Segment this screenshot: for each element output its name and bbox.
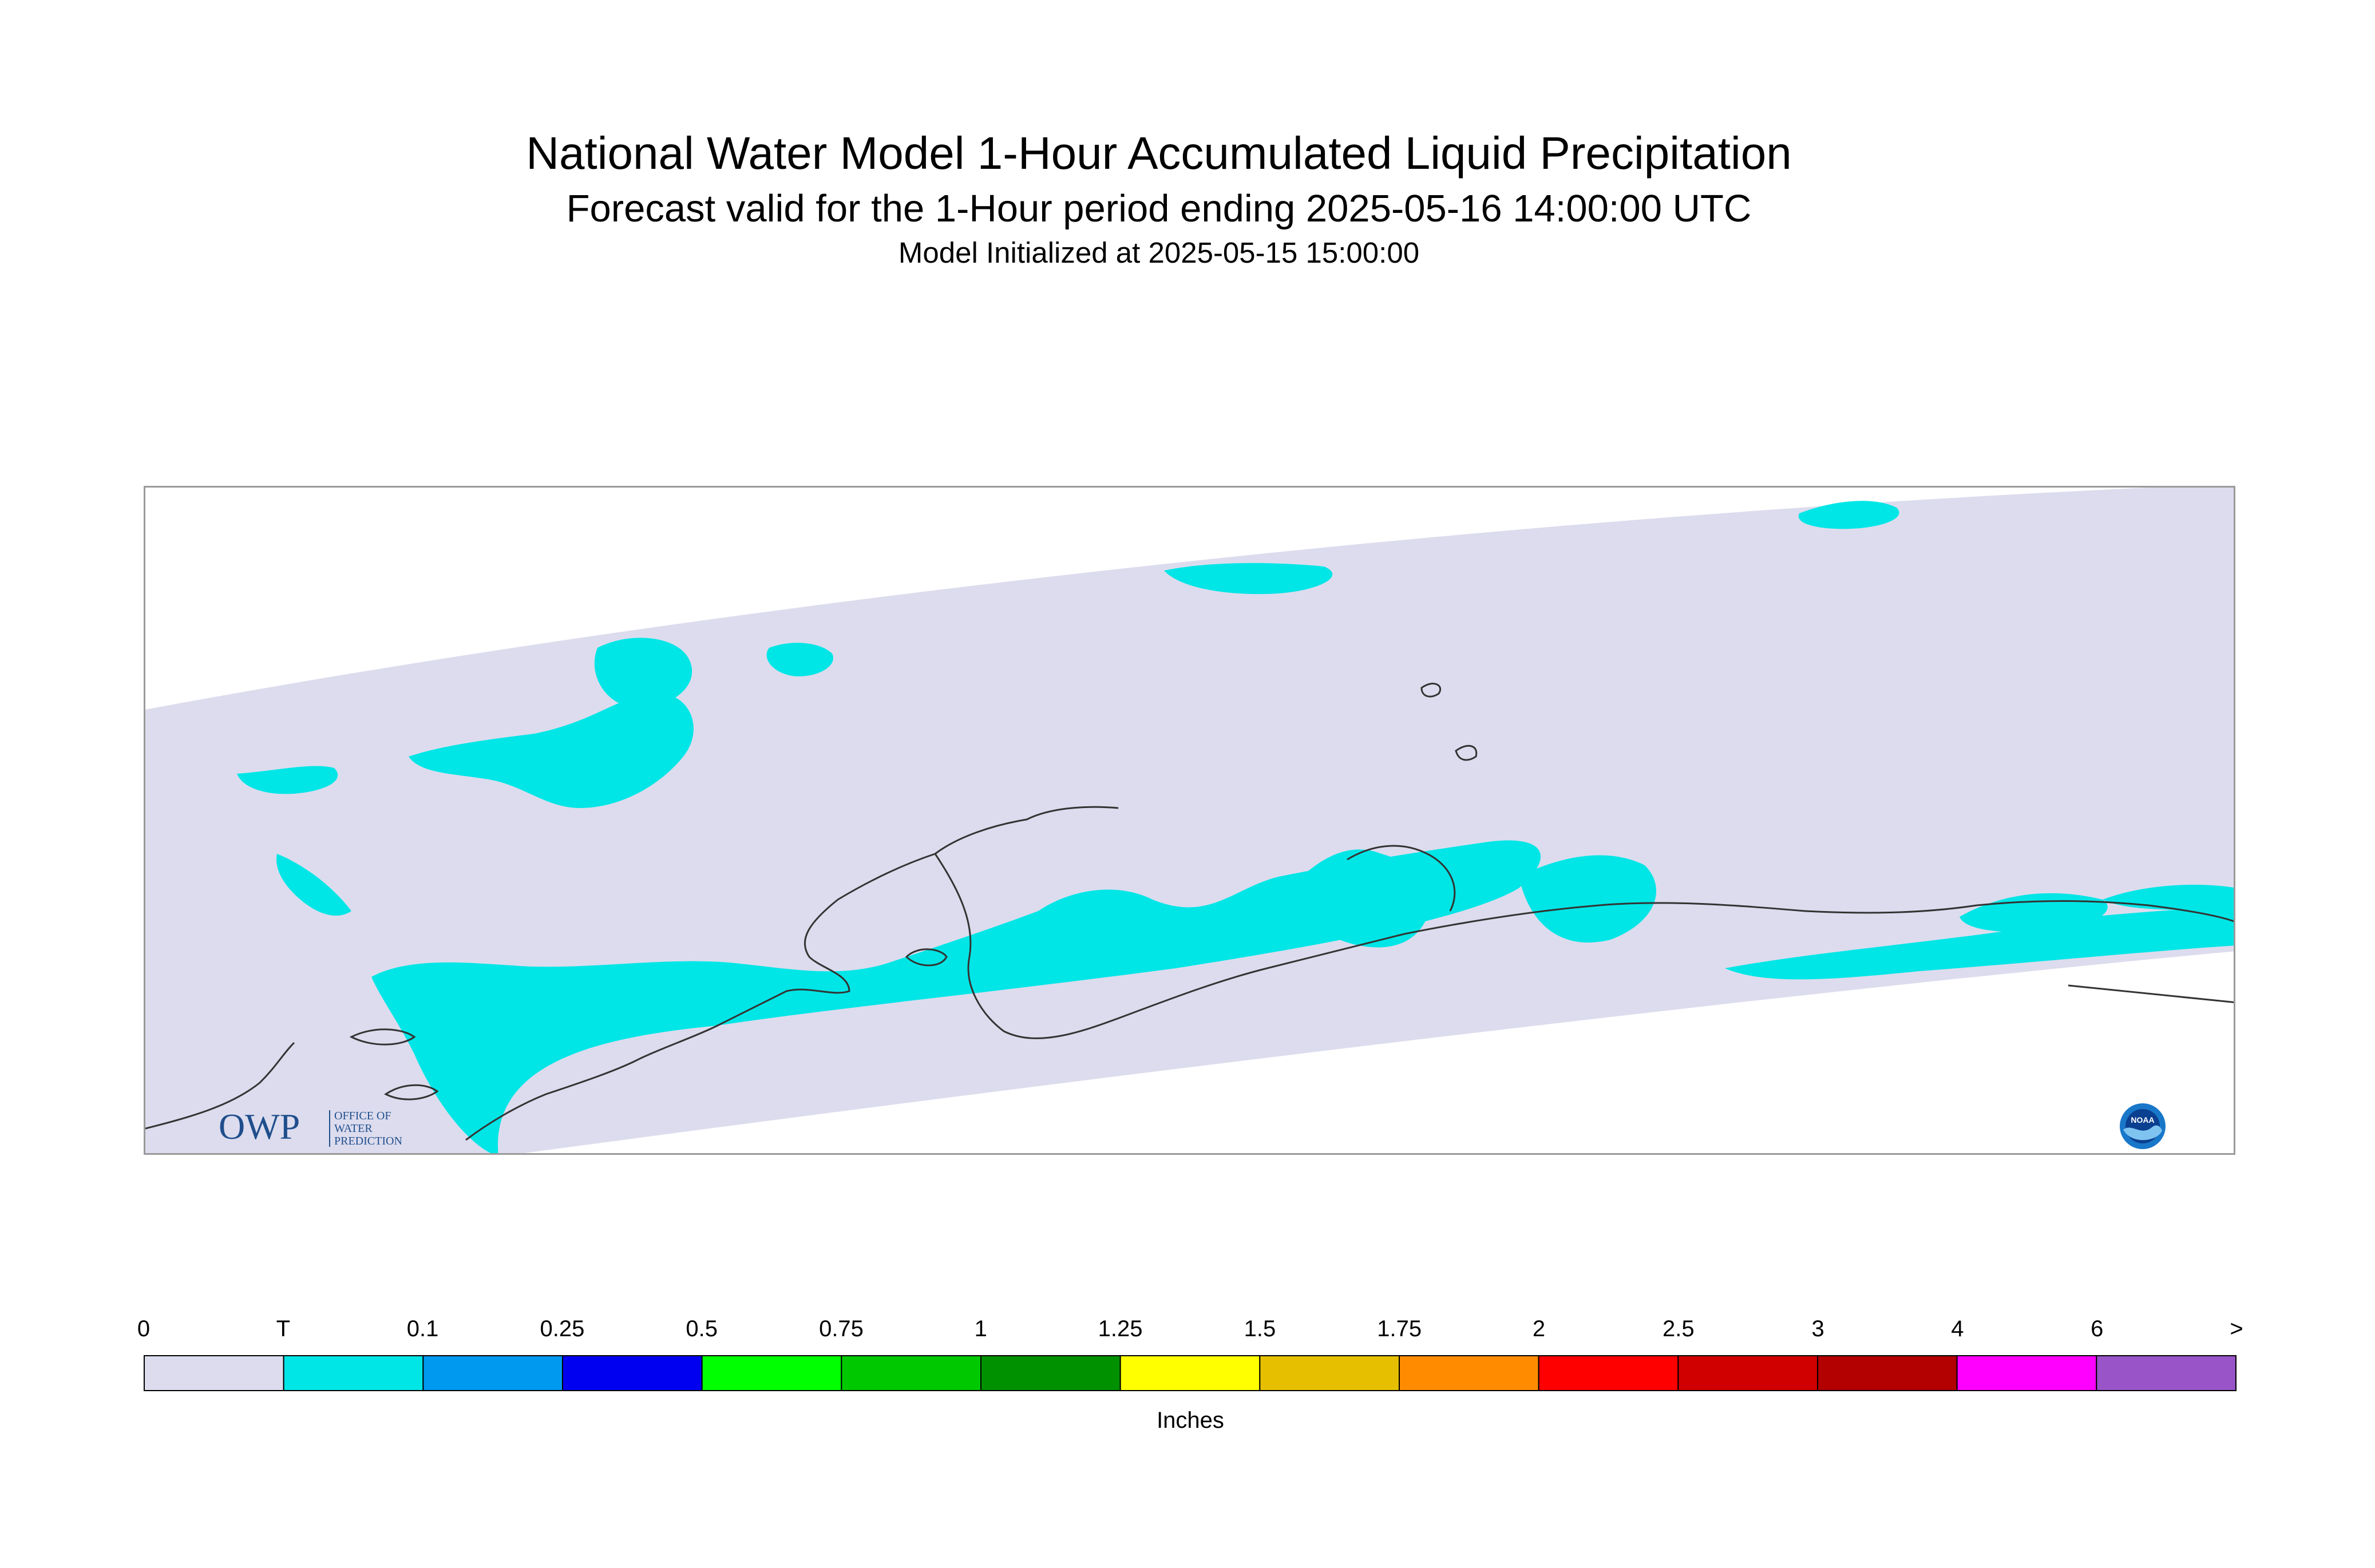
trace-area-gulf-arc xyxy=(1725,905,2234,980)
legend-tick-labels: 0 T 0.1 0.25 0.5 0.75 1 1.25 1.5 1.75 2 2.5 3 4 6 > xyxy=(0,1316,2375,1351)
trace-area-south-central xyxy=(1519,855,1656,943)
trace-area-north-4 xyxy=(1164,563,1333,595)
coastline-bristol-bay xyxy=(934,853,1405,1039)
owp-logo-line-1: OFFICE OF xyxy=(334,1110,391,1122)
legend-tick-label: 1.75 xyxy=(1377,1316,1422,1341)
forecast-valid-subtitle: Forecast valid for the 1-Hour period end… xyxy=(566,187,1752,230)
legend-swatch xyxy=(1399,1355,1539,1391)
precipitation-map xyxy=(145,488,2234,1153)
legend-swatch xyxy=(1538,1355,1679,1391)
legend-swatch xyxy=(422,1355,563,1391)
color-legend xyxy=(144,1355,2237,1391)
owp-logo-line-3: PREDICTION xyxy=(334,1135,402,1147)
model-init-line: Model Initialized at 2025-05-15 15:00:00 xyxy=(898,236,1420,269)
legend-tick-label: 2 xyxy=(1532,1316,1546,1341)
legend-tick-label: 4 xyxy=(1951,1316,1964,1341)
legend-swatch xyxy=(1119,1355,1261,1391)
trace-area-alaska-peninsula xyxy=(1296,849,1431,948)
trace-precip-areas xyxy=(237,501,2234,1153)
noaa-logo: NOAA xyxy=(2120,1103,2166,1149)
trace-area-north-2 xyxy=(594,638,692,708)
legend-tick-label: 0.75 xyxy=(819,1316,864,1341)
legend-tick-label: 0 xyxy=(137,1316,151,1341)
coastlines xyxy=(145,683,2234,1141)
owp-logo: OWP OFFICE OF WATER PREDICTION xyxy=(219,1106,402,1147)
legend-swatch xyxy=(283,1355,424,1391)
island-southwest xyxy=(384,1084,439,1100)
coastline-southwest-inner xyxy=(145,1042,295,1130)
legend-tick-label: 0.5 xyxy=(686,1316,718,1341)
legend-tick-label: 1 xyxy=(974,1316,987,1341)
coastline-gulf xyxy=(1404,900,2234,935)
island-west xyxy=(349,1028,416,1046)
trace-area-southwest-coast xyxy=(371,840,1541,1153)
legend-swatch xyxy=(1817,1355,1958,1391)
legend-tick-label: 1.5 xyxy=(1244,1316,1276,1341)
island-north-1 xyxy=(1420,683,1442,698)
legend-swatch xyxy=(562,1355,703,1391)
owp-logo-mark: OWP xyxy=(219,1106,300,1147)
legend-tick-label: > xyxy=(2230,1316,2243,1341)
map-panel xyxy=(144,486,2235,1155)
coastline-mainland-west xyxy=(465,806,1119,1141)
island-north-2 xyxy=(1455,745,1478,761)
legend-tick-label: 0.25 xyxy=(540,1316,585,1341)
trace-area-north-5 xyxy=(1798,501,1899,529)
island-nunivak xyxy=(905,948,948,967)
legend-swatch xyxy=(2096,1355,2237,1391)
alaska-canada-border xyxy=(2068,984,2234,1003)
owp-logo-line-2: WATER xyxy=(334,1122,373,1135)
legend-tick-label: 1.25 xyxy=(1098,1316,1143,1341)
legend-swatch xyxy=(1259,1355,1400,1391)
legend-tick-label: 0.1 xyxy=(406,1316,439,1341)
legend-swatch xyxy=(701,1355,842,1391)
legend-tick-label: T xyxy=(276,1316,291,1341)
legend-swatch xyxy=(841,1355,981,1391)
legend-swatch xyxy=(1956,1355,2097,1391)
legend-units-label: Inches xyxy=(1157,1408,1224,1433)
legend-swatch xyxy=(144,1355,284,1391)
trace-area-west-2 xyxy=(276,854,351,916)
trace-area-north-3 xyxy=(766,643,833,676)
legend-swatch xyxy=(1677,1355,1819,1391)
coastline-inlet xyxy=(1347,845,1456,912)
legend-tick-label: 3 xyxy=(1811,1316,1824,1341)
trace-area-north-1 xyxy=(409,693,694,808)
legend-swatch xyxy=(980,1355,1121,1391)
map-title: National Water Model 1-Hour Accumulated … xyxy=(526,128,1792,179)
legend-tick-label: 2.5 xyxy=(1662,1316,1695,1341)
trace-area-west-coast xyxy=(237,766,338,794)
legend-tick-label: 6 xyxy=(2091,1316,2104,1341)
noaa-logo-mark: NOAA xyxy=(2131,1115,2154,1124)
